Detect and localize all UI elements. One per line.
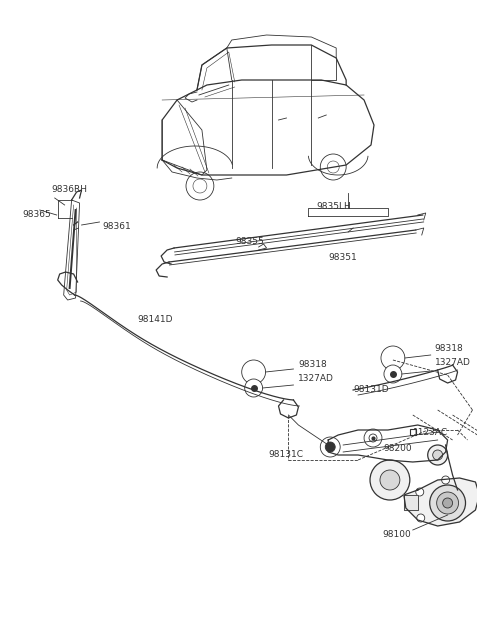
- Circle shape: [437, 492, 458, 514]
- Circle shape: [381, 346, 405, 370]
- Text: 98351: 98351: [328, 253, 357, 262]
- Text: 98355: 98355: [236, 237, 264, 246]
- Text: 98361: 98361: [102, 222, 131, 231]
- Circle shape: [364, 429, 382, 447]
- Circle shape: [417, 514, 425, 522]
- Circle shape: [442, 476, 450, 484]
- Circle shape: [416, 488, 424, 496]
- Circle shape: [384, 365, 402, 383]
- Text: 98141D: 98141D: [137, 315, 173, 324]
- Circle shape: [370, 460, 410, 500]
- Circle shape: [245, 379, 263, 397]
- Circle shape: [242, 360, 265, 384]
- Text: 98318: 98318: [299, 360, 327, 369]
- Polygon shape: [404, 495, 418, 510]
- Text: 1327AD: 1327AD: [299, 374, 334, 383]
- Circle shape: [428, 445, 448, 465]
- Text: 98200: 98200: [383, 444, 411, 453]
- Polygon shape: [404, 478, 480, 526]
- Text: 1327AD: 1327AD: [435, 358, 470, 367]
- Circle shape: [320, 437, 340, 457]
- Text: 98318: 98318: [435, 344, 463, 353]
- Text: 1123AC: 1123AC: [413, 428, 448, 437]
- Circle shape: [430, 485, 466, 521]
- Text: 98100: 98100: [382, 530, 411, 539]
- Circle shape: [380, 470, 400, 490]
- Text: 9835LH: 9835LH: [316, 202, 351, 211]
- Text: 98131D: 98131D: [353, 385, 389, 394]
- Circle shape: [369, 434, 377, 442]
- Text: 98365: 98365: [22, 210, 50, 219]
- Text: 9836RH: 9836RH: [52, 185, 88, 194]
- Circle shape: [325, 442, 335, 452]
- Circle shape: [443, 498, 453, 508]
- Text: 98131C: 98131C: [269, 450, 303, 459]
- Circle shape: [432, 450, 443, 460]
